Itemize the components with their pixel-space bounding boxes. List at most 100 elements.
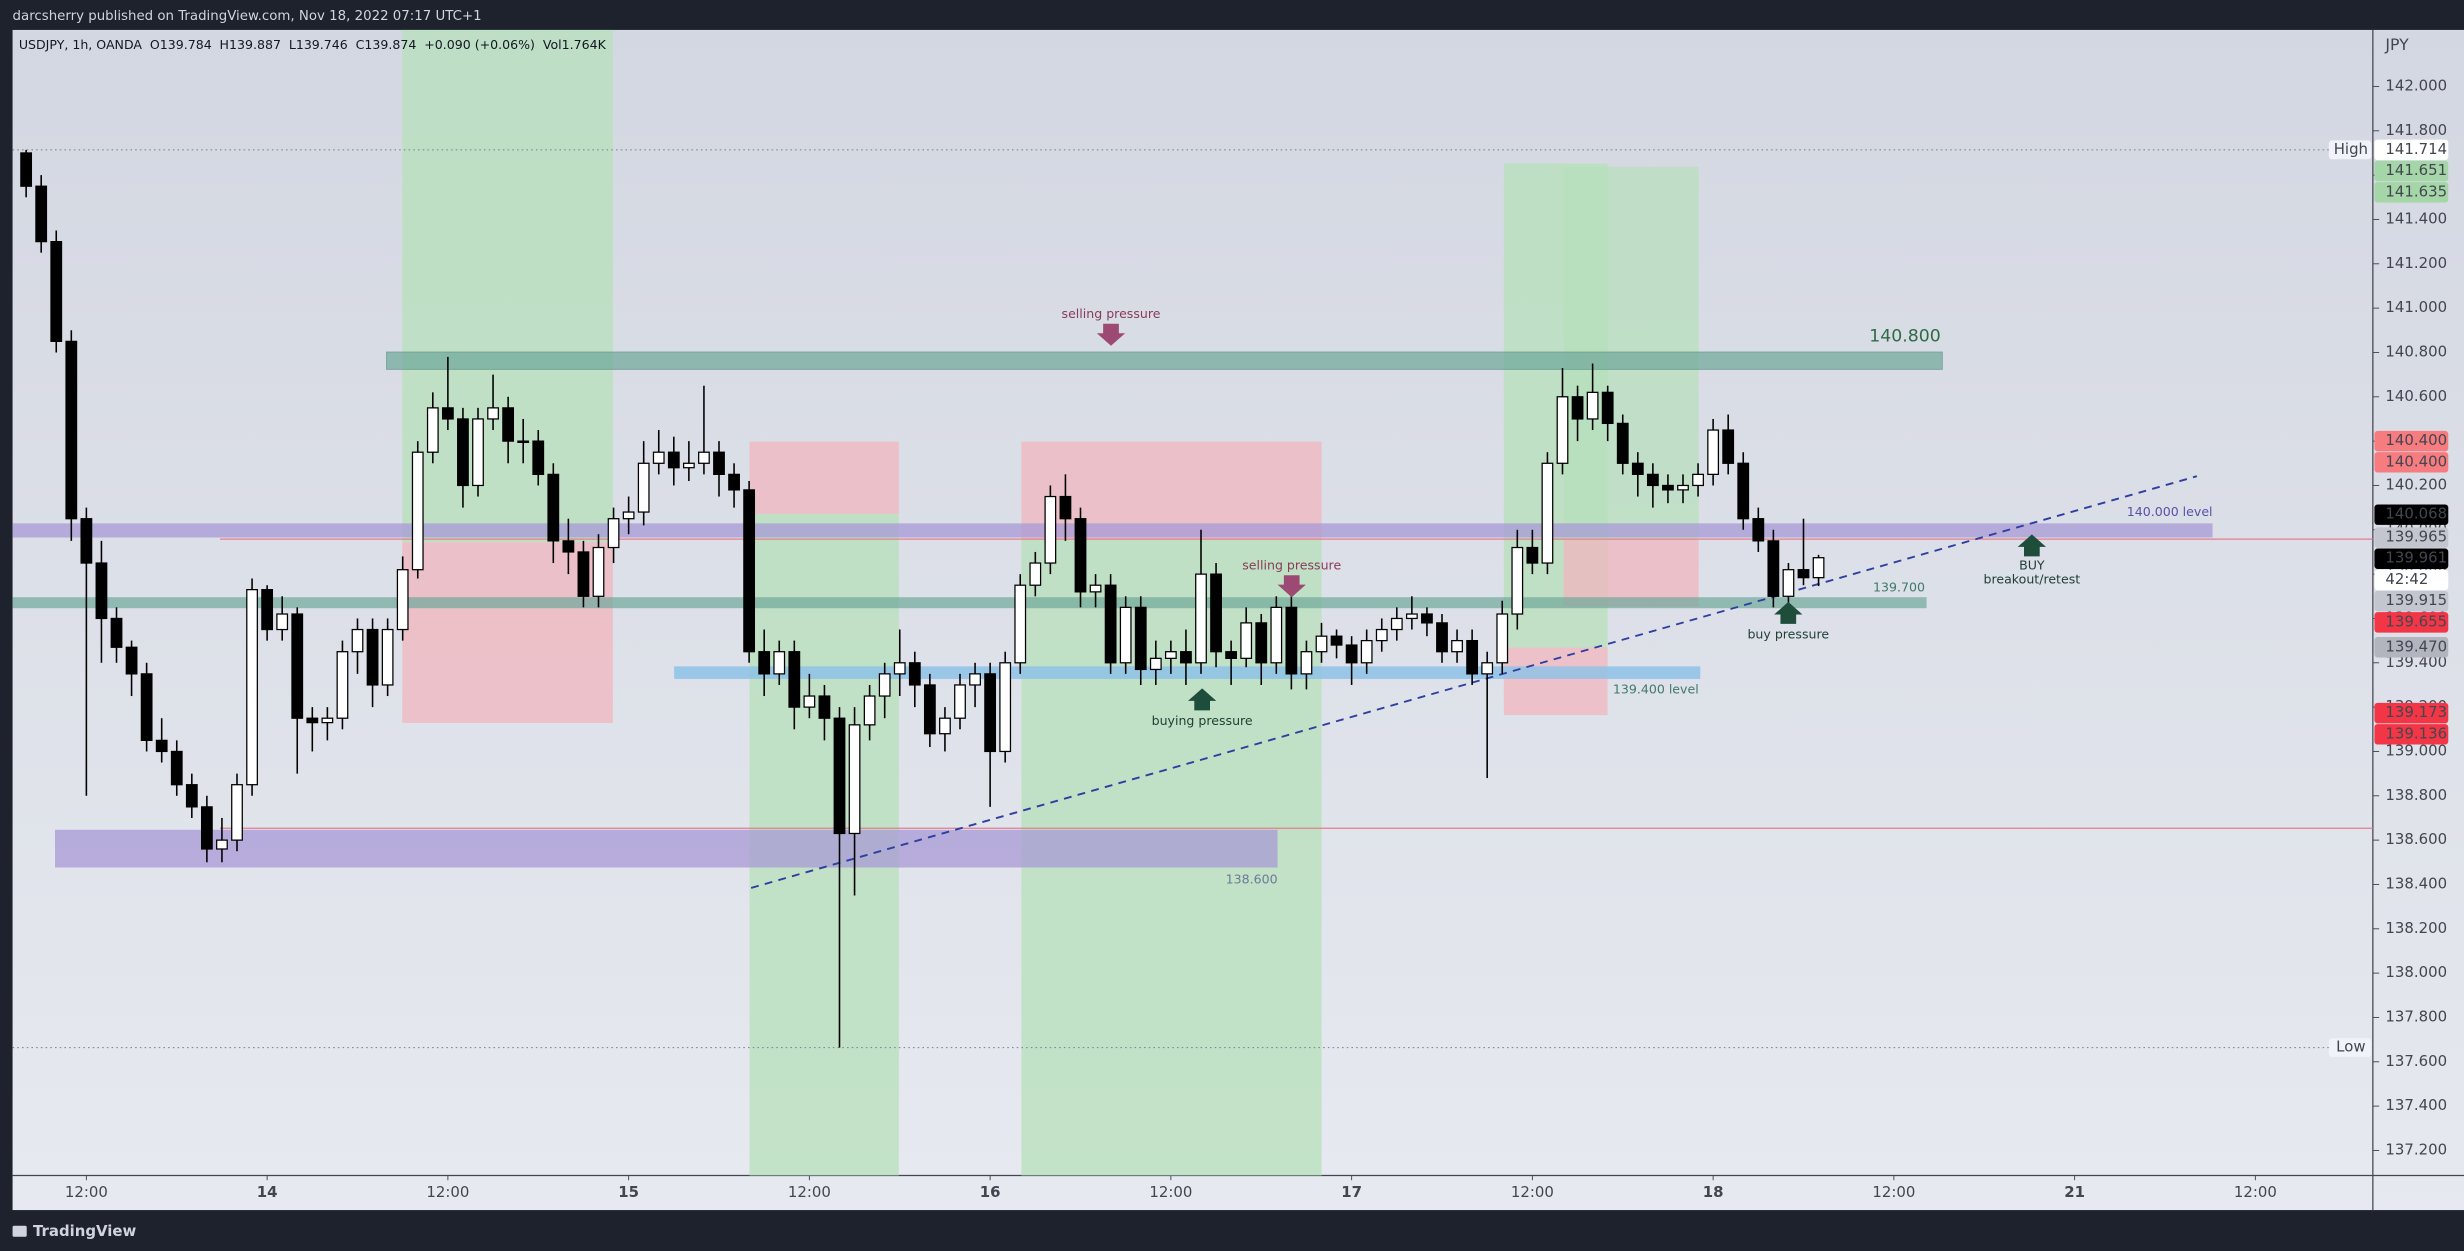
legend-item: H139.887 [220,37,281,52]
candle-body [1707,429,1720,475]
candle-body [1195,573,1207,664]
candle-body [1330,635,1343,646]
candle-body [1210,573,1222,653]
candle-body [1466,639,1479,675]
candle-body [1722,429,1735,464]
arrow [1277,575,1306,598]
level-band [12,523,2213,538]
trendline [750,475,2198,889]
arrow [1188,688,1217,711]
candle-body [743,489,756,653]
candle-body [472,418,484,487]
candle-body [893,662,906,675]
candle-body [1225,651,1238,659]
currency: JPY [2384,35,2409,54]
candle-body [984,673,997,753]
brand: TradingView [33,1222,136,1240]
x-tick-label: 12:00 [426,1183,469,1201]
annotations: selling pressure 140.800 140.000 level 1… [1062,306,2213,887]
level-band [674,666,1701,679]
candle-body [1616,422,1629,464]
candle-body [426,407,439,453]
candle-body [1436,622,1448,653]
candle-body [652,451,665,464]
y-tick-label: 141.800 [2385,121,2447,139]
candle-body [155,739,168,753]
candle-body [1677,484,1689,491]
logo-mark [12,1225,27,1237]
price-badge-label: 140.400 [2385,431,2447,449]
candle-body [80,518,93,564]
candle-body [818,695,831,719]
candle-body [441,407,454,420]
price-badge-label: 139.136 [2385,724,2447,742]
candle-body [878,673,891,697]
candle-body [1149,657,1162,671]
legend-item: USDJPY, 1h, OANDA [19,37,143,52]
candle-body [1601,391,1614,425]
candle-body [1541,462,1554,564]
legend-item: +0.090 (+0.06%) [424,37,535,52]
x-tick-label: 17 [1341,1183,1362,1201]
candle-body [1315,635,1328,653]
y-tick-label: 137.200 [2385,1140,2447,1158]
candle-body [321,717,334,724]
candle-body [848,724,861,835]
candle-body [939,717,951,735]
candle-body [713,451,725,475]
candle-body [366,628,379,686]
candle-body [487,407,499,420]
y-tick-label: 138.600 [2385,830,2447,848]
extreme-tag [2328,1038,2372,1058]
candle-body [863,695,876,726]
annotation: 140.000 level [2127,504,2213,519]
price-badge [2374,182,2449,203]
x-tick-label: 12:00 [1511,1183,1554,1201]
candle-body [1119,606,1132,664]
price-badge [2374,548,2449,569]
candle-body [65,340,78,520]
price-badge-label: 139.961 [2385,549,2447,567]
arrow [2017,534,2046,557]
candle-body [1526,546,1539,564]
candle-body [969,673,981,686]
price-badge [2374,590,2449,612]
candle-body [1646,473,1659,487]
arrow [1096,323,1126,346]
candle-body [502,407,515,442]
candle-body [1345,644,1358,664]
price-badge-label: 141.651 [2385,161,2447,179]
price-badge [2374,527,2449,548]
x-tick-label: 12:00 [788,1183,831,1201]
candle-body [1782,569,1795,597]
price-badge [2374,504,2449,525]
candle-body [200,806,213,850]
candle-body [592,546,605,597]
publisher: darcsherry published on TradingView.com,… [13,9,482,24]
candle-body [1270,606,1283,664]
x-tick-label: 21 [2064,1183,2085,1201]
level-band [12,597,1927,609]
countdown: 42:42 [2385,570,2428,588]
candle-body [1752,518,1765,542]
candle-body [140,673,153,741]
y-tick-label: 138.200 [2385,919,2447,937]
candle-body [185,784,198,808]
candle-body [607,518,620,549]
annotation: 139.700 [1873,579,1925,594]
candle-body [1586,391,1599,420]
extreme-name: Low [2336,1038,2365,1056]
candle-body [1496,613,1509,664]
candle-body [954,684,966,719]
zone [1503,647,1608,716]
annotation: buy pressure [1747,626,1829,641]
x-tick-label: 14 [257,1183,278,1201]
candle-body [336,651,349,719]
candle-body [261,589,274,631]
candle-body [1104,584,1117,664]
candle-body [1797,569,1810,579]
candle-body [381,628,394,686]
annotation: BUY [2019,557,2045,572]
price-badge-label: 140.068 [2385,505,2447,523]
candle-body [773,651,786,675]
